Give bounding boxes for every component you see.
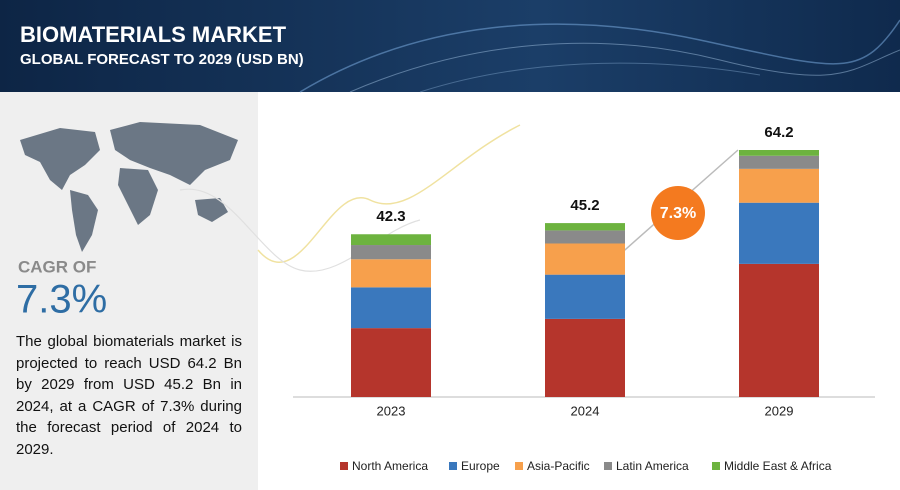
total-label: 64.2 [764,124,793,141]
cagr-bubble-text: 7.3% [660,205,696,222]
bar-segment [351,234,431,246]
subtitle: GLOBAL FORECAST TO 2029 (USD BN) [20,51,304,68]
legend-label: Middle East & Africa [724,459,832,473]
cagr-bubble [651,186,705,240]
legend-label: Europe [461,459,500,473]
bar-segment [351,245,431,260]
cagr-label: CAGR OF [18,257,96,276]
total-label: 45.2 [570,197,599,214]
decor [299,19,900,93]
x-tick-label: 2023 [377,403,406,418]
bar-segment [351,287,431,329]
decor [257,124,521,263]
legend-swatch [449,462,457,470]
cagr-value: 7.3% [16,278,107,322]
bar-segment [739,263,819,397]
bar-segment [739,168,819,203]
legend-swatch [604,462,612,470]
bar-segment [739,150,819,156]
bar-segment [739,202,819,264]
legend-swatch [340,462,348,470]
total-label: 42.3 [376,208,405,225]
header-bg [0,0,900,92]
bar-segment [351,328,431,397]
bar-segment [545,274,625,319]
legend-label: North America [352,459,428,473]
x-tick-label: 2024 [571,403,600,418]
bar-segment [545,243,625,275]
bar-segment [739,155,819,169]
legend-label: Latin America [616,459,689,473]
world-map [20,122,238,252]
bar-segment [545,230,625,244]
bar-segment [545,318,625,397]
title: BIOMATERIALS MARKET [20,22,287,47]
x-tick-label: 2029 [765,403,794,418]
legend-label: Asia-Pacific [527,459,590,473]
decor [419,62,761,93]
bar-segment [351,259,431,288]
legend-swatch [515,462,523,470]
legend-swatch [712,462,720,470]
bar-segment [545,223,625,231]
decor [349,42,900,93]
summary-text: The global biomaterials market is projec… [16,333,242,458]
